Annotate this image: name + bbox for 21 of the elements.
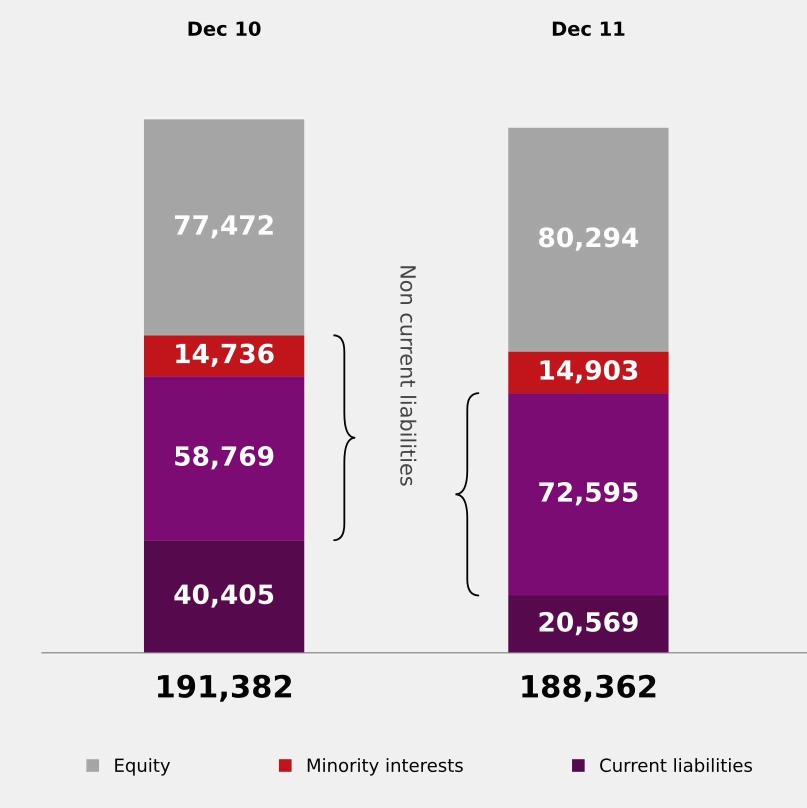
bar <box>144 540 304 653</box>
total-label: 191,382 <box>158 674 292 702</box>
data-label: 77,472 <box>174 215 273 238</box>
legend-label: Equity <box>115 758 170 776</box>
bar <box>144 119 304 336</box>
annotation: Non current liabilities <box>400 266 416 486</box>
data-label: 20,569 <box>540 612 638 636</box>
data-label: 14,736 <box>176 344 274 367</box>
data-label: 58,769 <box>175 446 274 470</box>
bar <box>508 393 669 596</box>
bar <box>508 128 669 352</box>
legend-label: Current liabilities <box>600 758 752 772</box>
bar <box>144 376 304 540</box>
data-label: 72,595 <box>539 482 638 506</box>
total-label: 188,362 <box>522 674 656 702</box>
x-tick-label: Dec 11 <box>552 22 624 36</box>
x-tick-label: Dec 10 <box>188 21 261 36</box>
data-label: 40,405 <box>174 584 274 608</box>
data-label: 14,903 <box>540 360 638 384</box>
legend-label: Minority interests <box>308 758 463 776</box>
data-label: 80,294 <box>539 227 638 251</box>
